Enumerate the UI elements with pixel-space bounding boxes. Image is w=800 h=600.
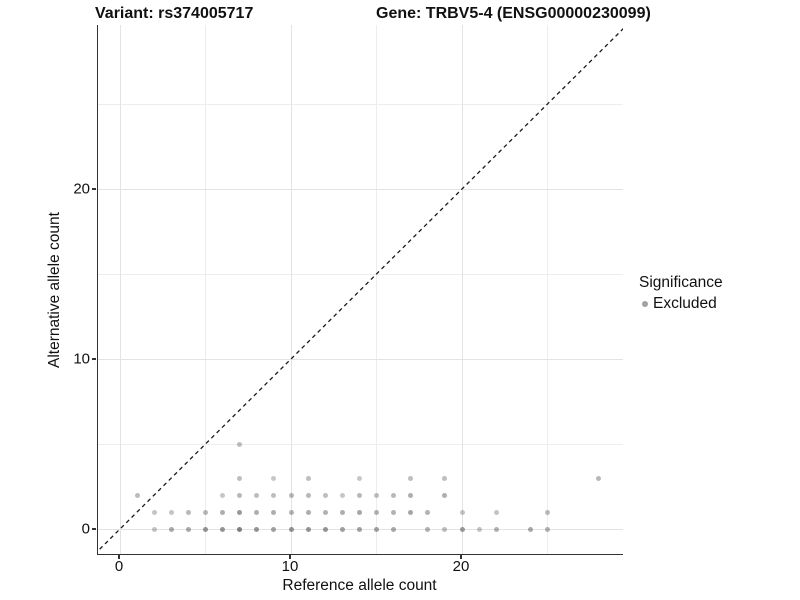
- x-tick-label: 0: [114, 558, 124, 575]
- y-tick-mark: [92, 528, 96, 530]
- y-axis-title: Alternative allele count: [46, 212, 63, 368]
- data-point: [237, 475, 243, 481]
- data-point: [459, 526, 465, 532]
- data-point: [527, 526, 533, 532]
- data-point: [459, 509, 465, 515]
- data-point: [322, 492, 328, 498]
- data-point: [271, 526, 277, 532]
- data-point: [305, 492, 311, 498]
- data-point: [271, 509, 277, 515]
- gridline: [98, 188, 623, 190]
- data-point: [545, 509, 550, 515]
- data-point: [425, 526, 431, 532]
- x-tick-mark: [289, 555, 291, 559]
- y-tick-label: 10: [73, 350, 90, 368]
- data-point: [442, 526, 448, 532]
- data-point: [339, 509, 345, 515]
- data-point: [288, 509, 294, 515]
- plot-panel: [97, 25, 623, 555]
- data-point: [322, 509, 328, 515]
- data-point: [356, 526, 362, 532]
- data-point: [271, 475, 277, 481]
- data-point: [220, 509, 226, 515]
- data-point: [305, 475, 311, 481]
- data-point: [134, 492, 140, 498]
- gridline: [98, 273, 623, 275]
- x-axis-title: Reference allele count: [282, 577, 437, 594]
- data-point: [288, 492, 294, 498]
- legend: Significance Excluded: [639, 274, 723, 313]
- data-point: [203, 509, 208, 515]
- x-tick-label: 20: [452, 558, 470, 575]
- data-point: [391, 526, 397, 532]
- x-tick-label: 10: [281, 558, 299, 575]
- data-point: [151, 509, 157, 515]
- x-tick-mark: [460, 555, 462, 559]
- data-point: [408, 509, 414, 515]
- data-point: [237, 492, 243, 498]
- data-point: [408, 492, 414, 498]
- data-point: [356, 492, 362, 498]
- data-point: [237, 509, 243, 515]
- data-point: [237, 526, 243, 532]
- plot-title-variant: Variant: rs374005717: [95, 5, 254, 22]
- data-point: [322, 526, 328, 532]
- data-point: [254, 509, 260, 515]
- excluded-point-icon: [642, 301, 648, 307]
- data-point: [220, 492, 226, 498]
- y-tick-mark: [92, 188, 96, 190]
- y-tick-label: 0: [81, 520, 90, 538]
- gridline: [119, 25, 121, 554]
- data-point: [151, 526, 157, 532]
- data-point: [408, 475, 414, 481]
- data-point: [374, 509, 379, 515]
- x-tick-mark: [118, 555, 120, 559]
- gridline: [98, 358, 623, 360]
- data-point: [288, 526, 294, 532]
- data-point: [168, 509, 174, 515]
- gridline: [461, 25, 463, 554]
- data-point: [237, 441, 243, 447]
- data-point: [203, 526, 208, 532]
- data-point: [168, 526, 174, 532]
- data-point: [442, 475, 448, 481]
- data-point: [391, 509, 397, 515]
- data-point: [254, 492, 260, 498]
- plot-title-gene: Gene: TRBV5-4 (ENSG00000230099): [376, 5, 651, 22]
- y-tick-label: 20: [73, 180, 90, 198]
- data-point: [442, 492, 448, 498]
- gridline: [98, 103, 623, 105]
- legend-item-label: Excluded: [653, 295, 717, 312]
- gridline: [290, 25, 292, 554]
- data-point: [305, 526, 311, 532]
- data-point: [220, 526, 226, 532]
- legend-item-excluded: Excluded: [639, 295, 723, 313]
- data-point: [271, 492, 277, 498]
- data-point: [493, 526, 499, 532]
- y-tick-mark: [92, 358, 96, 360]
- data-point: [185, 509, 191, 515]
- data-point: [374, 492, 379, 498]
- data-point: [339, 526, 345, 532]
- data-point: [254, 526, 260, 532]
- data-point: [493, 509, 499, 515]
- data-point: [391, 492, 397, 498]
- legend-title: Significance: [639, 274, 723, 291]
- gridline: [98, 443, 623, 445]
- data-point: [356, 475, 362, 481]
- data-point: [185, 526, 191, 532]
- data-point: [305, 509, 311, 515]
- data-point: [596, 475, 602, 481]
- data-point: [545, 526, 550, 532]
- data-point: [339, 492, 345, 498]
- data-point: [374, 526, 379, 532]
- data-point: [425, 509, 431, 515]
- data-point: [476, 526, 482, 532]
- data-point: [356, 509, 362, 515]
